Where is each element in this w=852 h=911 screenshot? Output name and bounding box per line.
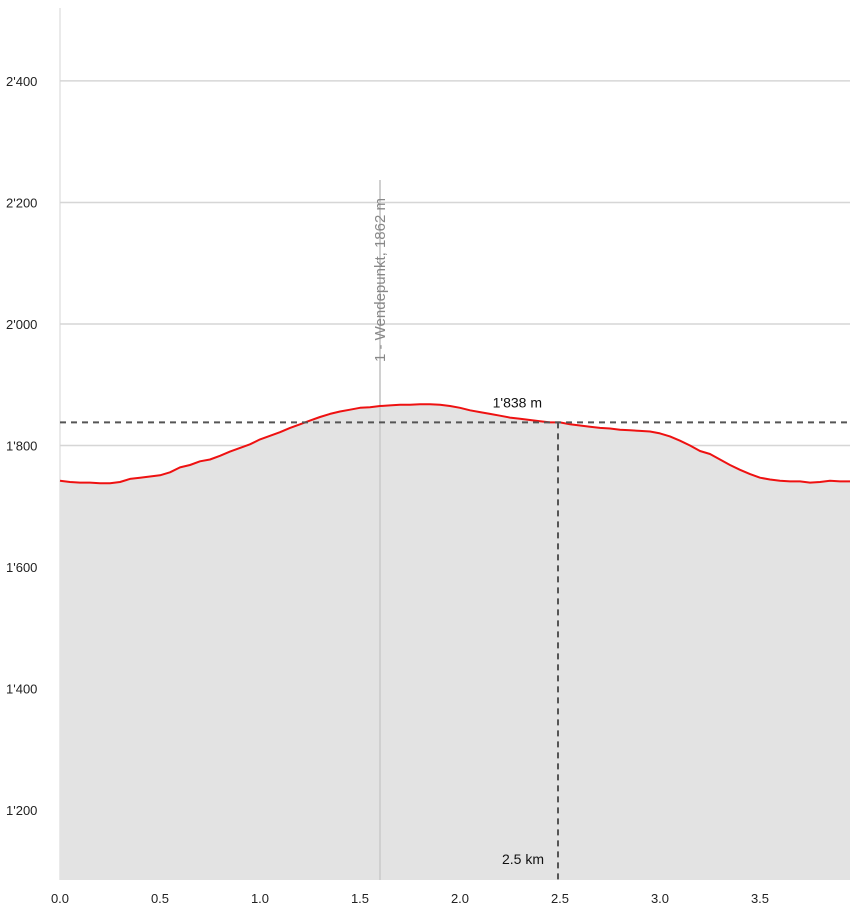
cursor-distance-label: 2.5 km: [502, 851, 544, 867]
x-tick-label: 1.5: [351, 891, 369, 906]
x-tick-label: 2.0: [451, 891, 469, 906]
waypoint-label: 1 - Wendepunkt, 1862 m: [372, 198, 389, 362]
x-tick-label: 0.5: [151, 891, 169, 906]
x-tick-label: 0.0: [51, 891, 69, 906]
elevation-area-fill: [60, 404, 850, 880]
y-tick-label: 1'200: [6, 803, 37, 818]
x-axis-ticks: 0.0 0.5 1.0 1.5 2.0 2.5 3.0 3.5: [51, 891, 769, 906]
y-tick-label: 2'200: [6, 195, 37, 210]
y-tick-label: 2'000: [6, 317, 37, 332]
y-tick-label: 1'600: [6, 560, 37, 575]
cursor-elevation-label: 1'838 m: [493, 394, 542, 410]
x-tick-label: 3.0: [651, 891, 669, 906]
x-tick-label: 1.0: [251, 891, 269, 906]
y-tick-label: 1'400: [6, 682, 37, 697]
elevation-line: [59, 403, 850, 485]
y-tick-label: 1'800: [6, 439, 37, 454]
x-tick-label: 3.5: [751, 891, 769, 906]
y-tick-label: 2'400: [6, 74, 37, 89]
x-tick-label: 2.5: [551, 891, 569, 906]
y-axis-ticks: 1'200 1'400 1'600 1'800 2'000 2'200 2'400: [6, 74, 37, 818]
